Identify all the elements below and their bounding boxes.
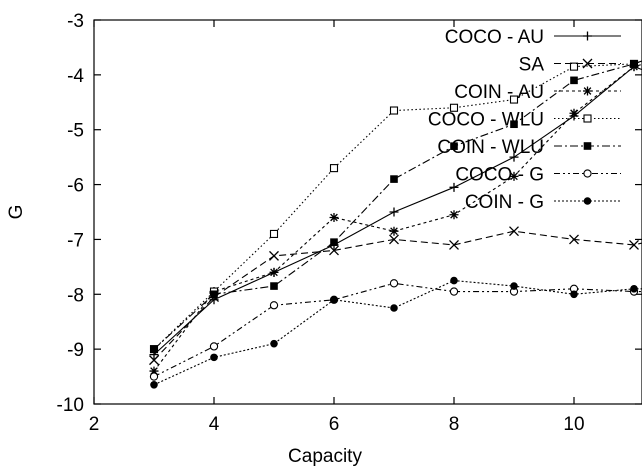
legend-entry: COIN - G xyxy=(465,192,621,213)
data-point xyxy=(570,290,578,299)
legend-marker xyxy=(583,114,592,123)
data-point xyxy=(389,207,399,217)
data-point xyxy=(210,353,218,362)
series-6 xyxy=(150,276,642,389)
data-point xyxy=(330,238,338,246)
data-point xyxy=(449,103,459,112)
data-point xyxy=(149,366,159,376)
data-point xyxy=(270,282,278,290)
data-point xyxy=(569,108,579,118)
data-point xyxy=(390,304,398,312)
data-point xyxy=(269,250,279,261)
series-4 xyxy=(150,60,642,353)
legend-entry: COIN - AU xyxy=(454,82,621,103)
y-tick-label: -5 xyxy=(67,121,84,142)
y-tick-label: -4 xyxy=(67,66,84,87)
data-point xyxy=(509,226,519,237)
data-point xyxy=(569,62,579,71)
data-point xyxy=(509,95,519,104)
data-point xyxy=(389,106,399,115)
y-tick-label: -10 xyxy=(57,395,84,416)
data-point xyxy=(509,171,519,181)
legend-entry: COCO - WLU xyxy=(428,110,621,131)
data-point xyxy=(449,239,459,250)
data-point xyxy=(269,301,279,310)
data-point xyxy=(390,175,398,183)
x-axis-label: Capacity xyxy=(288,446,362,467)
legend-entry: COCO - G xyxy=(455,165,621,186)
data-point xyxy=(449,182,459,192)
legend-marker xyxy=(582,58,593,69)
data-point xyxy=(509,152,519,162)
legend-marker xyxy=(583,86,592,96)
y-tick-label: -6 xyxy=(67,176,84,197)
data-point xyxy=(150,345,158,353)
data-point xyxy=(450,276,458,285)
x-tick-label: 2 xyxy=(89,414,100,435)
y-tick-label: -8 xyxy=(67,285,84,306)
x-tick-label: 8 xyxy=(449,414,460,435)
legend-label: COCO - AU xyxy=(445,27,544,48)
data-point xyxy=(329,164,339,173)
legend-label: COCO - WLU xyxy=(428,110,544,131)
data-point xyxy=(510,282,518,290)
data-point xyxy=(450,142,458,150)
series-line xyxy=(153,60,642,350)
y-tick-label: -3 xyxy=(67,11,84,32)
data-point xyxy=(510,120,518,129)
data-point xyxy=(570,76,578,85)
legend-marker xyxy=(583,169,592,178)
data-point xyxy=(329,245,339,256)
data-point xyxy=(210,290,218,299)
y-tick-label: -7 xyxy=(67,230,84,251)
data-point xyxy=(330,295,338,304)
legend-label: SA xyxy=(519,55,545,76)
legend-marker xyxy=(583,31,592,41)
data-point xyxy=(269,267,279,277)
legend-label: COIN - G xyxy=(465,192,544,213)
data-point xyxy=(630,60,638,68)
data-point xyxy=(629,239,639,250)
series-line xyxy=(153,282,642,378)
data-point xyxy=(269,229,279,238)
data-point xyxy=(149,355,159,366)
x-tick-label: 10 xyxy=(563,414,584,435)
series-line xyxy=(153,63,642,372)
series-line xyxy=(153,280,642,386)
data-point xyxy=(449,210,459,220)
data-point xyxy=(449,287,459,296)
data-point xyxy=(270,339,278,348)
legend-marker xyxy=(583,142,592,150)
series-2 xyxy=(149,62,642,376)
legend-entry: COIN - WLU xyxy=(437,137,621,158)
y-tick-label: -9 xyxy=(67,340,84,361)
plot-frame xyxy=(93,19,642,405)
data-point xyxy=(209,342,219,351)
legend: COCO - AU SA COIN - AU COCO - WLU COIN - WLU… xyxy=(428,27,621,213)
data-point xyxy=(630,285,638,293)
series-line xyxy=(153,60,642,350)
data-point xyxy=(569,234,579,245)
legend-entry: COCO - AU xyxy=(445,27,621,48)
x-tick-label: 6 xyxy=(329,414,340,435)
y-axis-label: G xyxy=(6,205,27,220)
data-point xyxy=(389,226,399,236)
data-point xyxy=(389,279,399,288)
legend-marker xyxy=(583,197,592,205)
data-point xyxy=(150,381,158,389)
legend-label: COCO - G xyxy=(455,165,544,186)
series-line xyxy=(153,230,642,361)
series-layer xyxy=(149,59,642,389)
x-tick-label: 4 xyxy=(209,414,220,435)
legend-label: COIN - AU xyxy=(454,82,544,103)
data-point xyxy=(389,234,399,245)
data-point xyxy=(329,212,339,222)
data-point xyxy=(149,372,159,381)
axis-ticks: 24681012-10-9-8-7-6-5-4-3 xyxy=(57,11,642,435)
legend-label: COIN - WLU xyxy=(437,137,544,158)
legend-entry: SA xyxy=(519,55,621,76)
